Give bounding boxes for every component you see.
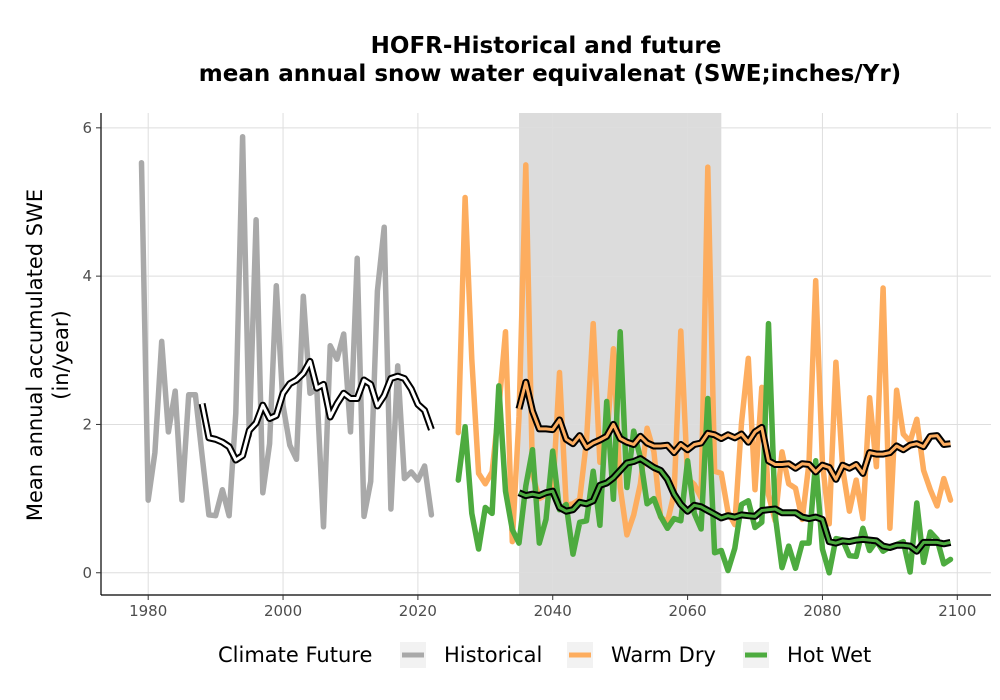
x-tick-label-2000: 2000 (264, 602, 302, 620)
chart-title-line-2: mean annual snow water equivalenat (SWE;… (199, 61, 901, 87)
y-tick-label-2: 2 (82, 415, 92, 433)
x-tick-label-2040: 2040 (534, 602, 572, 620)
y-tick-label-0: 0 (82, 564, 92, 582)
y-tick-label-4: 4 (82, 267, 92, 285)
x-tick-label-2080: 2080 (803, 602, 841, 620)
legend: Climate Future Historical Warm Dry Hot W… (218, 642, 871, 668)
series-line-historical (138, 133, 435, 530)
y-tick-label-6: 6 (82, 119, 92, 137)
rolling-mean-historical (200, 359, 433, 462)
rolling-mean-warm-dry (517, 380, 951, 481)
legend-label-hot-wet: Hot Wet (787, 643, 871, 667)
axis-ticks: 1980 2000 2020 2040 2060 2080 2100 0 2 4 6 (82, 119, 976, 620)
rolling-mean-hot-wet (518, 457, 951, 553)
legend-label-warm-dry: Warm Dry (611, 643, 716, 667)
axes (100, 113, 991, 596)
data-series (138, 133, 954, 576)
legend-title: Climate Future (218, 643, 372, 667)
chart-title-line-1: HOFR-Historical and future (371, 33, 722, 59)
x-tick-label-1980: 1980 (129, 602, 167, 620)
x-tick-label-2020: 2020 (399, 602, 437, 620)
series-line-hot-wet (455, 320, 954, 576)
y-axis-title: Mean annual accumulated SWE (in/year) (23, 189, 73, 521)
y-axis-title-line-2: (in/year) (49, 310, 73, 399)
legend-label-historical: Historical (444, 643, 542, 667)
x-tick-label-2060: 2060 (668, 602, 706, 620)
x-tick-label-2100: 2100 (938, 602, 976, 620)
y-axis-title-line-1: Mean annual accumulated SWE (23, 189, 47, 521)
